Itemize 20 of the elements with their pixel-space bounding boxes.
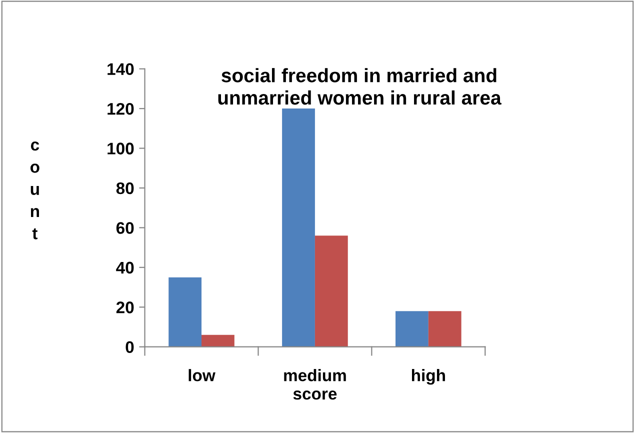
y-tick-label: 40 bbox=[116, 262, 134, 274]
x-tick-label: medium bbox=[284, 369, 346, 382]
y-tick-label: 140 bbox=[108, 63, 134, 76]
y-tick-label: 60 bbox=[116, 222, 134, 234]
x-tick-label: high bbox=[412, 369, 445, 385]
y-axis-title: count bbox=[30, 142, 40, 240]
y-tick-label: 20 bbox=[116, 302, 134, 314]
bar bbox=[314, 236, 348, 347]
x-axis-title: score bbox=[293, 390, 337, 400]
y-tick-label: 120 bbox=[108, 102, 134, 115]
bar bbox=[282, 108, 315, 347]
y-tick-label: 80 bbox=[116, 182, 134, 194]
y-tick-label: 100 bbox=[108, 142, 134, 154]
bar bbox=[168, 277, 202, 347]
x-tick-label: low bbox=[188, 369, 216, 382]
bar bbox=[428, 311, 462, 347]
bar bbox=[396, 311, 428, 347]
chart-title: social freedom in married and unmarried women in rural area bbox=[218, 68, 502, 105]
y-tick-label: 0 bbox=[126, 341, 134, 354]
bar bbox=[202, 334, 234, 347]
